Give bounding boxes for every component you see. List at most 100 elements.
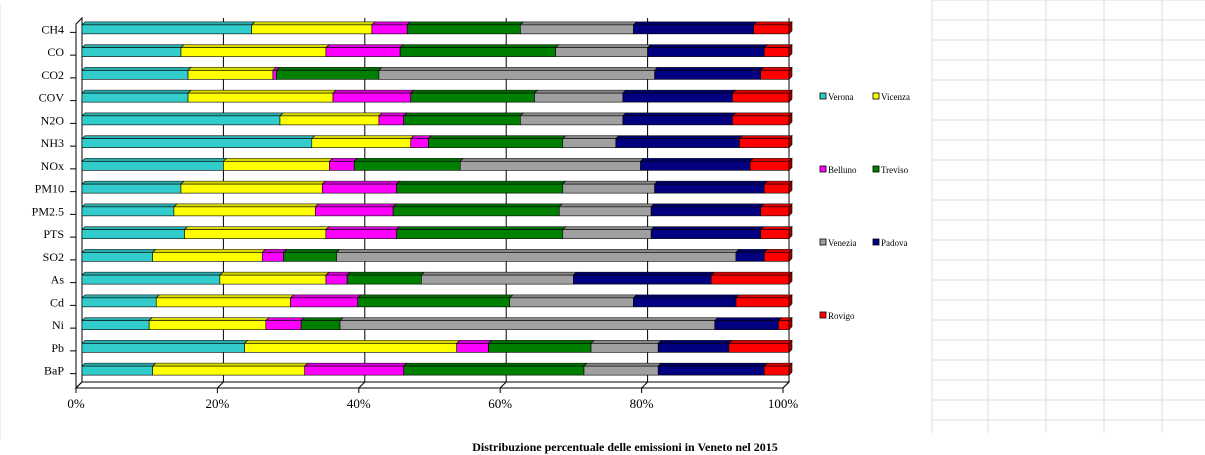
plot-area: CH4 CO CO2 COV N2O NH3 NOx PM10 PM2.5 PTS SO2 As Cd N… [32, 16, 799, 411]
bar-rovigo [710, 274, 790, 285]
bar-top-vicenza [151, 249, 267, 253]
bar-rovigo [763, 47, 790, 57]
bar-treviso [488, 343, 592, 353]
bar-venezia [520, 24, 634, 35]
bar-top-vicenza [151, 362, 309, 367]
bar-belluno [322, 183, 397, 194]
bar-venezia [336, 252, 737, 262]
bar-belluno [378, 115, 404, 126]
bar-vicenza [311, 138, 412, 148]
bar-top-venezia [339, 317, 719, 321]
bar-top-belluno [265, 317, 305, 321]
bar-top-treviso [427, 135, 567, 139]
bar-vicenza [173, 206, 316, 217]
bar-rovigo [760, 206, 790, 217]
bar-verona [81, 297, 157, 308]
bar-verona [81, 115, 281, 126]
category-label: PTS [43, 227, 64, 241]
category-label: PM10 [35, 182, 64, 196]
bar-rovigo [739, 138, 790, 148]
bar-top-padova [572, 271, 715, 276]
bar-top-rovigo [763, 362, 793, 367]
spreadsheet-grid [0, 0, 1205, 440]
bar-top-venezia [558, 203, 655, 208]
bar-verona [81, 138, 313, 148]
category-label: Ni [52, 318, 65, 332]
floor [74, 381, 791, 389]
bar-top-belluno [289, 294, 362, 299]
legend-entry-rovigo: Rovigo [819, 311, 855, 321]
bar-vicenza [152, 365, 306, 376]
bar-top-verona [81, 180, 185, 185]
bar-top-venezia [554, 44, 652, 48]
bar-treviso [353, 161, 461, 171]
bar-rovigo [732, 115, 790, 126]
x-tick-label: 20% [205, 396, 229, 411]
bar-venezia [562, 183, 655, 194]
bar-top-treviso [395, 226, 567, 230]
bar-top-treviso [402, 112, 525, 117]
bar-verona [81, 343, 245, 353]
bar-top-venezia [509, 294, 638, 299]
bar-padova [615, 138, 740, 148]
bar-top-treviso [392, 203, 563, 208]
x-tick-label: 100% [768, 396, 799, 411]
bar-top-belluno [378, 112, 408, 117]
bar-rovigo [749, 161, 790, 171]
bar-top-vicenza [243, 340, 461, 344]
bar-belluno [329, 161, 355, 171]
bar-top-belluno [332, 89, 415, 94]
bar-top-vicenza [148, 317, 270, 321]
bar-vicenza [152, 252, 263, 262]
bar-top-verona [81, 340, 249, 344]
bar-treviso [392, 206, 560, 217]
bar-venezia [590, 343, 659, 353]
bar-top-padova [632, 21, 758, 26]
bar-top-padova [639, 158, 754, 162]
bar-top-treviso [402, 362, 588, 367]
bar-end-cap [788, 248, 793, 263]
bar-top-padova [653, 180, 768, 185]
bar-top-rovigo [738, 135, 793, 139]
bar-top-venezia [519, 112, 627, 117]
bar-verona [81, 24, 252, 35]
bar-rovigo [732, 92, 790, 103]
bar-rovigo [728, 343, 790, 353]
bar-top-padova [714, 317, 783, 321]
bar-top-belluno [325, 271, 351, 276]
bar-belluno [325, 47, 401, 57]
bar-rovigo [763, 183, 790, 194]
bar-top-belluno [321, 180, 401, 185]
bar-belluno [265, 320, 302, 330]
bar-top-venezia [583, 362, 662, 367]
gridline-depth [75, 381, 83, 389]
bar-vicenza [155, 297, 291, 308]
bar-verona [81, 252, 153, 262]
bar-end-cap [788, 89, 793, 103]
bar-top-venezia [562, 135, 620, 139]
gridline-depth [358, 381, 366, 389]
bar-venezia [339, 320, 716, 330]
bar-verona [81, 206, 175, 217]
x-tick-label: 0% [67, 396, 85, 411]
bar-top-vicenza [311, 135, 415, 139]
legend-label: Venezia [828, 238, 856, 248]
bar-top-vicenza [222, 158, 334, 162]
bar-treviso [396, 229, 564, 239]
x-tick-label: 40% [347, 396, 371, 411]
bar-top-vicenza [187, 89, 337, 94]
bar-padova [640, 161, 751, 171]
bar-top-vicenza [279, 112, 383, 117]
bar-top-verona [81, 249, 157, 253]
bar-vicenza [148, 320, 267, 330]
bar-end-cap [788, 294, 793, 308]
bar-top-venezia [459, 158, 645, 162]
bar-treviso [357, 297, 511, 308]
bar-belluno [456, 343, 489, 353]
legend-swatch [819, 311, 827, 319]
gridline-depth [499, 381, 507, 389]
side-wall [75, 16, 83, 390]
legend-entry-belluno: Belluno [819, 165, 857, 175]
bar-top-vicenza [250, 21, 376, 26]
bar-top-venezia [590, 340, 662, 344]
